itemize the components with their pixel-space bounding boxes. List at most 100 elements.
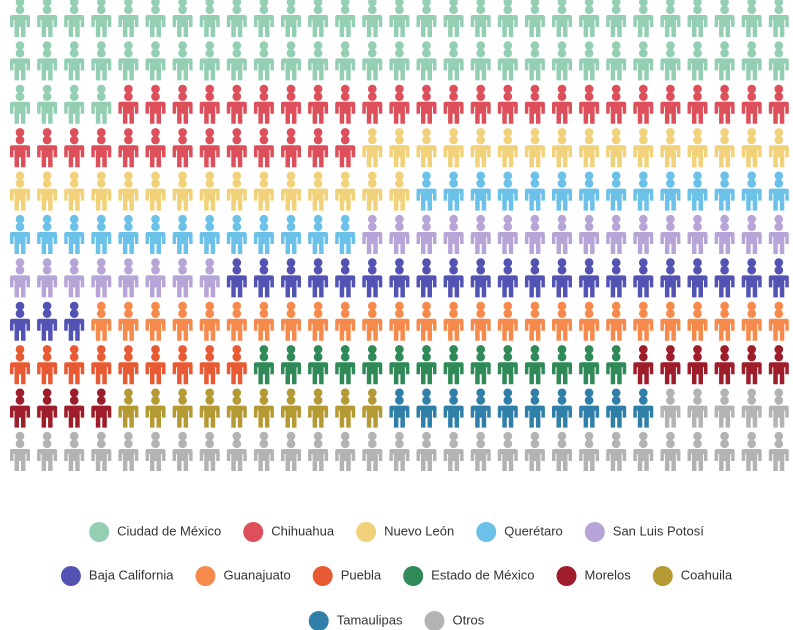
person-icon bbox=[281, 431, 301, 471]
person-icon bbox=[741, 171, 762, 211]
person-icon bbox=[606, 258, 627, 298]
person-icon bbox=[281, 214, 301, 254]
legend-label: Coahuila bbox=[681, 567, 733, 582]
person-icon bbox=[10, 128, 30, 168]
person-icon bbox=[172, 388, 193, 428]
person-icon bbox=[633, 171, 654, 211]
person-icon bbox=[64, 258, 85, 298]
person-icon bbox=[10, 431, 30, 471]
person-icon bbox=[389, 84, 410, 124]
person-icon bbox=[281, 258, 301, 298]
person-icon bbox=[470, 345, 491, 385]
person-icon bbox=[10, 171, 30, 211]
person-icon bbox=[443, 388, 464, 428]
person-icon bbox=[660, 171, 681, 211]
person-icon bbox=[768, 171, 789, 211]
person-icon bbox=[335, 258, 356, 298]
person-icon bbox=[118, 41, 139, 81]
person-icon bbox=[91, 128, 112, 168]
person-icon bbox=[470, 258, 491, 298]
person-icon bbox=[687, 388, 708, 428]
person-icon bbox=[281, 41, 301, 81]
person-icon bbox=[253, 84, 274, 124]
person-icon bbox=[633, 258, 654, 298]
person-icon bbox=[389, 301, 410, 341]
person-icon bbox=[768, 84, 789, 124]
person-icon bbox=[606, 0, 627, 37]
person-icon bbox=[389, 388, 410, 428]
person-icon bbox=[416, 345, 437, 385]
person-icon bbox=[416, 214, 437, 254]
person-icon bbox=[335, 301, 356, 341]
legend-label: Puebla bbox=[341, 567, 382, 582]
person-icon bbox=[524, 214, 545, 254]
person-icon bbox=[416, 301, 437, 341]
person-icon bbox=[443, 128, 464, 168]
legend-label: Estado de México bbox=[431, 567, 534, 582]
person-icon bbox=[714, 431, 735, 471]
person-icon bbox=[281, 171, 301, 211]
person-icon bbox=[389, 171, 410, 211]
person-icon bbox=[470, 214, 491, 254]
person-icon bbox=[687, 301, 708, 341]
legend-label: Ciudad de México bbox=[117, 523, 221, 538]
person-icon bbox=[579, 214, 600, 254]
person-icon bbox=[389, 41, 410, 81]
person-icon bbox=[91, 301, 112, 341]
person-icon bbox=[37, 214, 58, 254]
person-icon bbox=[308, 128, 329, 168]
person-icon bbox=[741, 0, 762, 37]
person-icon bbox=[687, 84, 708, 124]
person-icon bbox=[226, 84, 247, 124]
person-icon bbox=[714, 0, 735, 37]
person-icon bbox=[552, 171, 572, 211]
legend-label: Querétaro bbox=[504, 523, 563, 538]
person-icon bbox=[660, 41, 681, 81]
person-icon bbox=[768, 128, 789, 168]
person-icon bbox=[497, 431, 518, 471]
person-icon bbox=[389, 431, 410, 471]
person-icon bbox=[145, 128, 166, 168]
legend-swatch bbox=[652, 566, 673, 586]
person-icon bbox=[579, 345, 600, 385]
person-icon bbox=[714, 388, 735, 428]
person-icon bbox=[226, 171, 247, 211]
person-icon bbox=[579, 258, 600, 298]
person-icon bbox=[524, 301, 545, 341]
person-icon bbox=[443, 258, 464, 298]
person-icon bbox=[660, 84, 681, 124]
person-icon bbox=[416, 171, 437, 211]
person-icon bbox=[308, 258, 329, 298]
person-icon bbox=[64, 84, 85, 124]
person-icon bbox=[91, 171, 112, 211]
person-icon bbox=[633, 301, 654, 341]
person-icon bbox=[497, 171, 518, 211]
person-icon bbox=[741, 345, 762, 385]
person-icon bbox=[606, 388, 627, 428]
person-icon bbox=[253, 41, 274, 81]
person-icon bbox=[199, 301, 220, 341]
person-icon bbox=[308, 431, 329, 471]
person-icon bbox=[470, 431, 491, 471]
person-icon bbox=[768, 301, 789, 341]
person-icon bbox=[145, 171, 166, 211]
person-icon bbox=[145, 431, 166, 471]
person-icon bbox=[64, 388, 85, 428]
person-icon bbox=[172, 258, 193, 298]
person-icon bbox=[497, 388, 518, 428]
person-icon bbox=[633, 84, 654, 124]
person-icon bbox=[91, 214, 112, 254]
person-icon bbox=[145, 301, 166, 341]
legend-label: Chihuahua bbox=[271, 523, 335, 538]
person-icon bbox=[362, 214, 383, 254]
person-icon bbox=[335, 128, 356, 168]
person-icon bbox=[172, 345, 193, 385]
person-icon bbox=[552, 388, 572, 428]
person-icon bbox=[470, 128, 491, 168]
person-icon bbox=[281, 84, 301, 124]
person-icon bbox=[91, 345, 112, 385]
person-icon bbox=[308, 388, 329, 428]
person-icon bbox=[660, 301, 681, 341]
person-icon bbox=[226, 0, 247, 37]
